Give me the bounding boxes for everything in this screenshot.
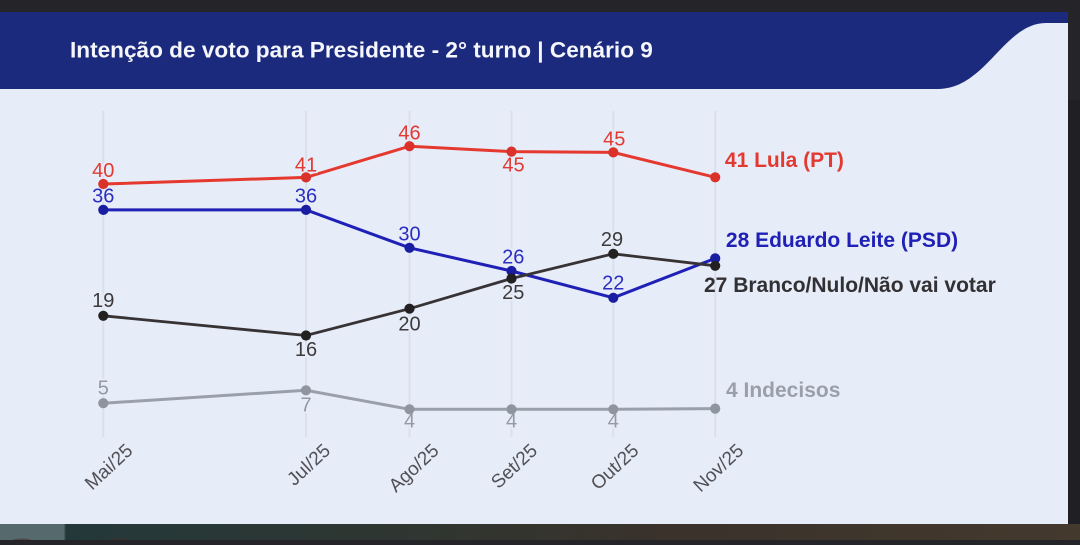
svg-text:7: 7 <box>300 395 311 417</box>
svg-text:20: 20 <box>398 313 420 335</box>
svg-text:4: 4 <box>404 410 415 432</box>
svg-text:Intenção de voto para Presiden: Intenção de voto para Presidente - 2° tu… <box>70 38 653 63</box>
svg-text:29: 29 <box>601 229 623 251</box>
svg-text:45: 45 <box>603 129 625 151</box>
svg-text:27 Branco/Nulo/Não vai votar: 27 Branco/Nulo/Não vai votar <box>704 274 996 297</box>
svg-text:5: 5 <box>98 378 109 400</box>
svg-text:45: 45 <box>502 155 524 177</box>
svg-text:4 Indecisos: 4 Indecisos <box>726 379 840 402</box>
svg-text:36: 36 <box>295 186 317 208</box>
svg-text:41 Lula (PT): 41 Lula (PT) <box>725 149 844 172</box>
svg-text:22: 22 <box>602 273 624 295</box>
svg-text:16: 16 <box>295 339 317 361</box>
svg-text:30: 30 <box>398 223 420 245</box>
svg-text:40: 40 <box>92 160 114 182</box>
svg-text:28 Eduardo Leite (PSD): 28 Eduardo Leite (PSD) <box>726 229 958 252</box>
svg-text:4: 4 <box>506 410 517 432</box>
svg-text:26: 26 <box>502 247 524 269</box>
svg-text:4: 4 <box>608 410 619 432</box>
svg-text:46: 46 <box>398 123 420 145</box>
svg-text:25: 25 <box>502 282 524 304</box>
svg-text:19: 19 <box>92 290 114 312</box>
